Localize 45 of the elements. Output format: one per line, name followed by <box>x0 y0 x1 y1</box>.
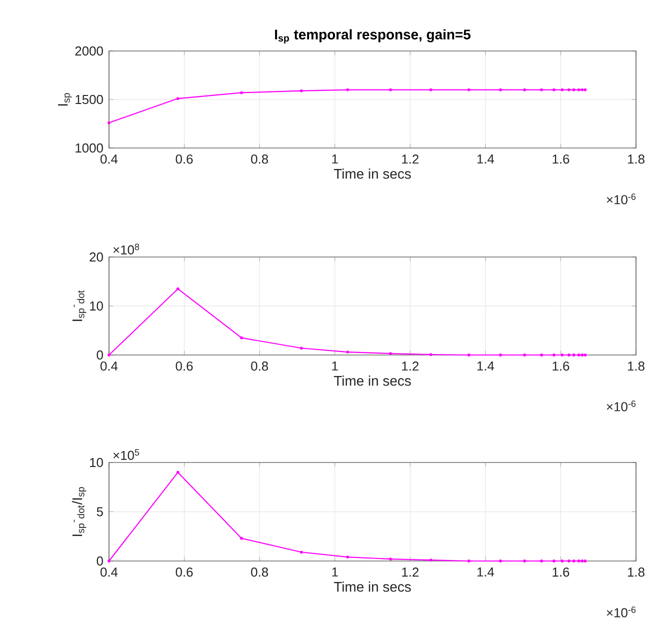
y-tick-label: 1500 <box>76 94 103 104</box>
x-tick-label: 0.8 <box>251 154 268 164</box>
x-tick-label: 1.4 <box>477 154 494 164</box>
y-tick-label: 20 <box>90 252 103 262</box>
x-axis-title: Time in secs <box>334 376 411 386</box>
x-tick-label: 0.4 <box>100 362 118 371</box>
text: ×10$^{5}$ <box>113 449 140 460</box>
x-axis-title: Time in secs <box>334 582 411 592</box>
x-tick-label: 1.2 <box>402 568 418 577</box>
y-tick-label: 10 <box>90 458 103 468</box>
x-tick-label: 0.6 <box>176 568 193 577</box>
x-tick-label: 1.6 <box>552 568 570 577</box>
x-tick-label: 0.8 <box>251 362 268 371</box>
x-tick-label: 0.4 <box>100 568 118 577</box>
text: ×10$^{-6}$ <box>606 400 636 412</box>
x-tick-label: 1.4 <box>477 362 494 370</box>
x-tick-label: 0.8 <box>251 568 268 577</box>
x-tick-label: 1 <box>332 154 338 164</box>
chart-title: I$_{sp}$ temporal response, gain=5 <box>275 29 470 44</box>
x-tick-label: 1.2 <box>402 154 418 164</box>
x-tick-label: 1.8 <box>628 568 644 577</box>
y-tick-label: 5 <box>96 507 103 516</box>
x-tick-label: 1.8 <box>628 362 644 371</box>
text: ×10$^{-6}$ <box>606 606 636 618</box>
y-tick-label: 1000 <box>76 143 103 153</box>
x-tick-label: 0.4 <box>100 154 118 164</box>
x-tick-label: 1.8 <box>628 154 644 164</box>
y-axis-title: I$_{sp}$ <box>58 93 72 106</box>
x-tick-label: 0.6 <box>176 154 193 164</box>
y-tick-label: 0 <box>96 556 103 566</box>
text: ×10$^{8}$ <box>113 244 140 254</box>
x-tick-label: 1 <box>332 568 338 576</box>
x-tick-label: 1.4 <box>477 568 494 576</box>
x-tick-label: 1.2 <box>402 362 418 371</box>
y-tick-label: 2000 <box>75 46 103 56</box>
y-axis-title: I$_{sp}$-dot <box>72 290 86 321</box>
y-tick-label: 10 <box>90 301 103 311</box>
y-axis-title: I$_{sp}$-$_{dot}$/I$_{sp}$ <box>72 487 86 536</box>
text: ×10$^{-6}$ <box>606 194 636 204</box>
x-tick-label: 0.6 <box>176 362 193 371</box>
x-tick-label: 1.6 <box>552 362 570 371</box>
y-tick-label: 0 <box>96 350 103 360</box>
x-tick-label: 1.6 <box>552 154 570 164</box>
x-tick-label: 1 <box>332 362 338 370</box>
x-axis-title: Time in secs <box>334 168 411 179</box>
